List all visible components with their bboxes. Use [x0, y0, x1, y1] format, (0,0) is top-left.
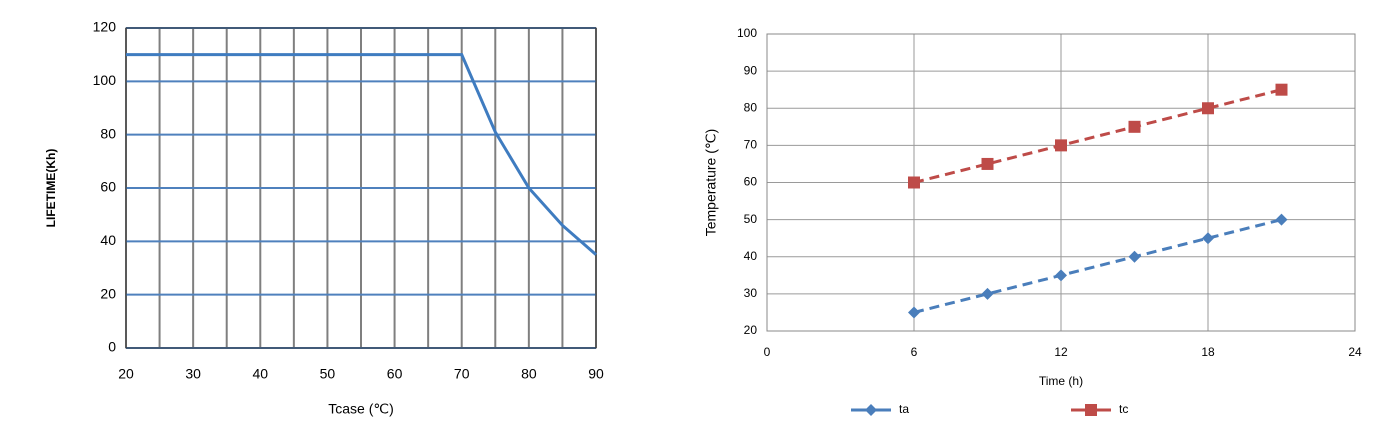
legend-marker — [1085, 404, 1097, 416]
y-axis-label: Temperature (℃) — [703, 129, 719, 237]
x-tick-label: 70 — [454, 366, 470, 382]
x-axis-label: Tcase (℃) — [328, 401, 394, 417]
data-line — [126, 53, 597, 256]
y-axis-label: LIFETIME(Kh) — [44, 149, 58, 228]
marker — [1275, 213, 1288, 226]
marker — [1055, 269, 1067, 282]
y-tick-label: 70 — [744, 138, 758, 152]
x-tick-label: 80 — [521, 366, 537, 382]
data-line — [913, 218, 1282, 314]
x-tick-label: 90 — [588, 366, 604, 382]
marker — [1128, 250, 1141, 263]
x-tick-label: 60 — [387, 366, 403, 382]
y-tick-label: 100 — [93, 72, 117, 88]
x-tick-label: 50 — [320, 366, 336, 382]
legend-label: tc — [1119, 402, 1128, 416]
marker — [1055, 139, 1067, 152]
marker — [981, 157, 994, 170]
y-tick-label: 20 — [100, 285, 116, 301]
marker — [1128, 120, 1141, 133]
legend-label: ta — [899, 402, 909, 416]
y-tick-label: 120 — [93, 19, 117, 35]
y-tick-label: 60 — [100, 179, 116, 195]
y-tick-label: 80 — [744, 100, 758, 114]
x-tick-label: 0 — [764, 345, 771, 359]
marker — [1275, 83, 1288, 96]
marker — [1202, 102, 1214, 115]
x-tick-label: 20 — [118, 366, 134, 382]
y-tick-label: 30 — [744, 286, 758, 300]
y-tick-label: 0 — [108, 339, 116, 355]
plot-frame — [766, 33, 1356, 332]
legend-marker — [865, 404, 877, 416]
marker — [908, 176, 920, 189]
marker — [908, 306, 920, 319]
y-tick-label: 100 — [737, 26, 757, 40]
marker — [981, 287, 994, 300]
plot-frame — [125, 27, 597, 349]
y-tick-label: 40 — [100, 232, 116, 248]
y-tick-label: 50 — [744, 212, 758, 226]
y-tick-label: 60 — [744, 175, 758, 189]
x-tick-label: 40 — [252, 366, 268, 382]
x-tick-label: 24 — [1348, 345, 1362, 359]
x-tick-label: 12 — [1054, 345, 1068, 359]
x-tick-label: 30 — [185, 366, 201, 382]
x-tick-label: 6 — [911, 345, 918, 359]
data-line — [913, 88, 1282, 184]
y-tick-label: 40 — [744, 249, 758, 263]
x-tick-label: 18 — [1201, 345, 1215, 359]
marker — [1202, 232, 1214, 245]
y-tick-label: 20 — [744, 323, 758, 337]
y-tick-label: 80 — [100, 125, 116, 141]
y-tick-label: 90 — [744, 63, 758, 77]
x-axis-label: Time (h) — [1039, 374, 1083, 388]
